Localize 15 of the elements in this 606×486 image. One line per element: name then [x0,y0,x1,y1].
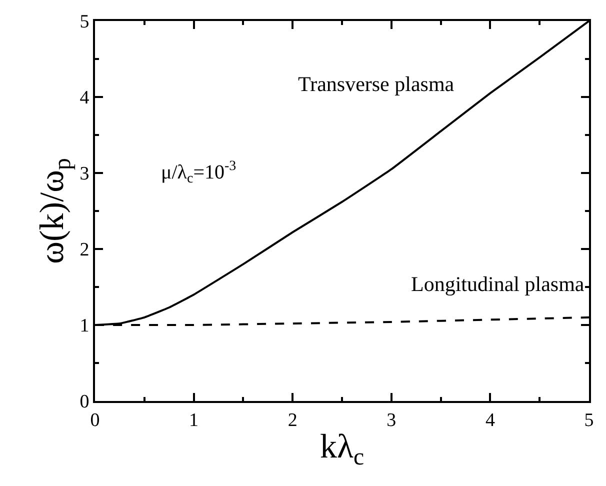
x-axis-title: kλ$_{c}$ [320,428,364,471]
x-tick-label: 5 [584,410,594,431]
x-tick-label: 2 [288,410,298,431]
y-tick-label: 5 [80,12,90,33]
y-tick-label: 2 [80,240,90,261]
annotation: Longitudinal plasma [411,272,585,296]
x-tick-label: 4 [485,410,496,431]
x-tick-label: 1 [189,410,199,431]
y-tick-label: 3 [80,164,90,185]
y-tick-label: 4 [80,88,90,109]
annotation: μ/λ$_{c}$=10$^{-3}$ [161,159,236,187]
y-tick-label: 0 [80,392,90,413]
x-tick-label: 3 [386,410,396,431]
annotation: Transverse plasma [298,72,455,96]
y-tick-label: 1 [80,316,90,337]
